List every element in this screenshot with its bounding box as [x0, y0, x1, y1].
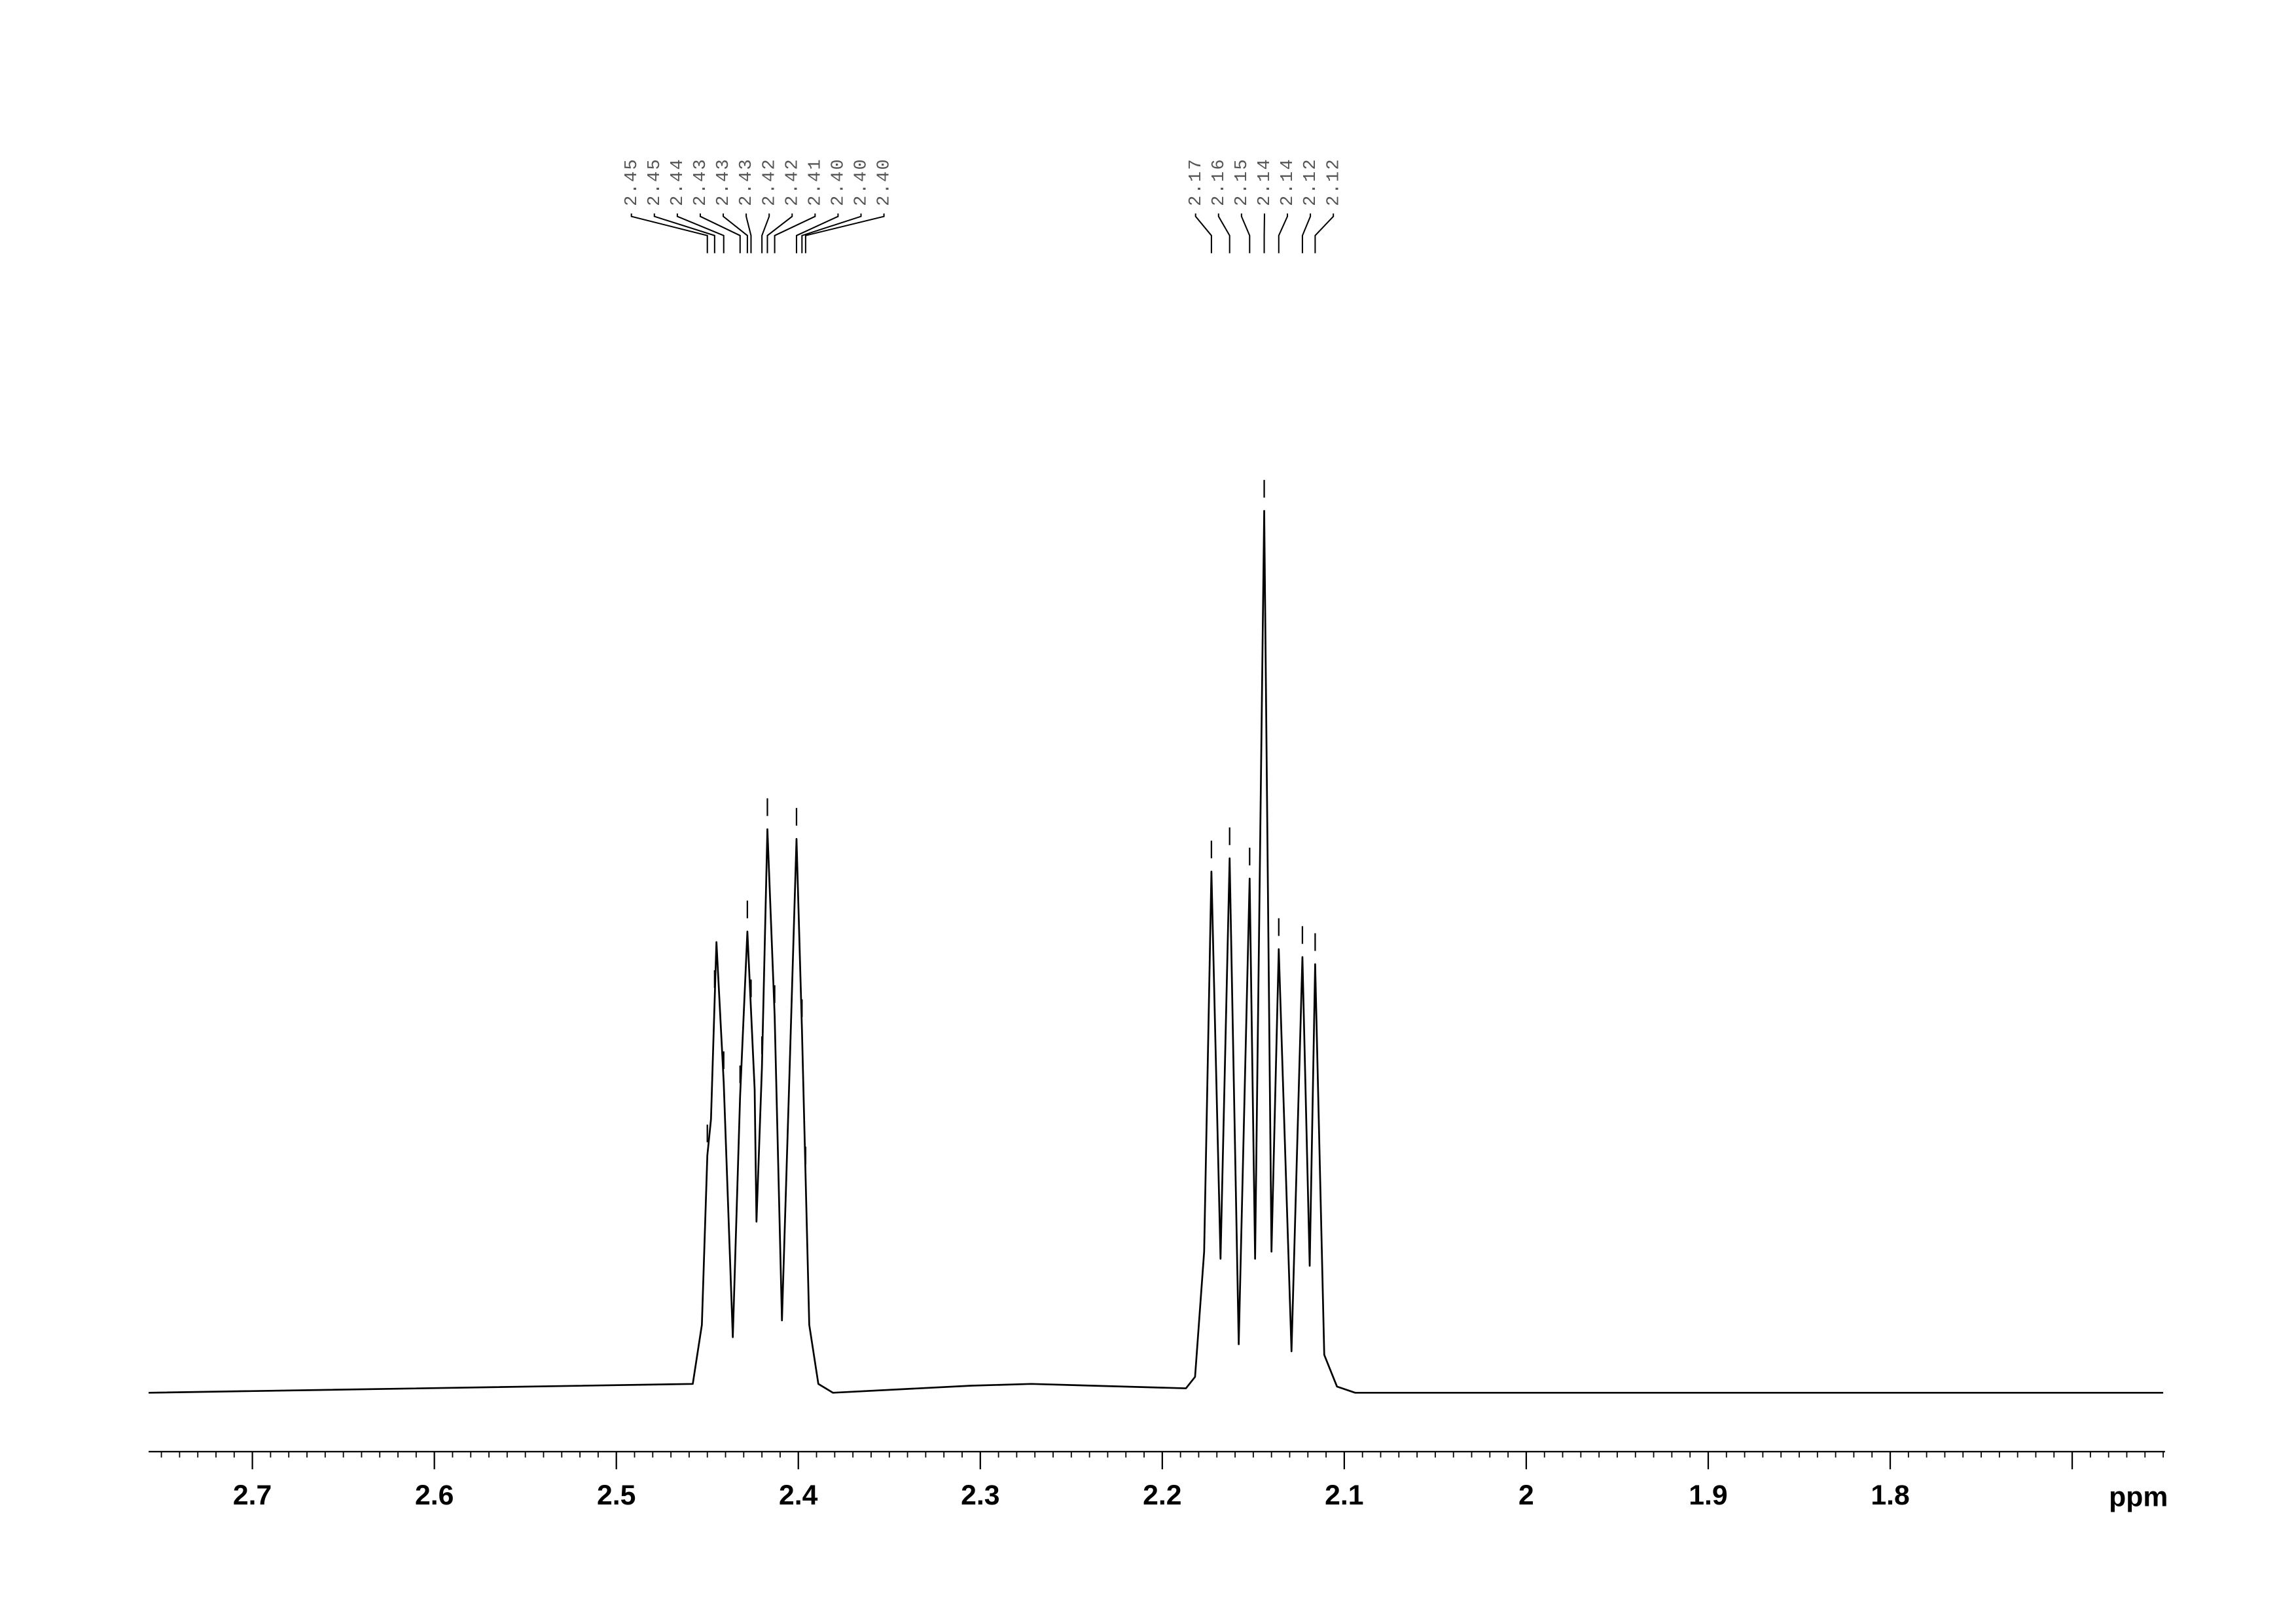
x-tick-label: 2.7 [233, 1480, 272, 1511]
peak-label: 2.44 [668, 158, 688, 206]
x-axis-label: ppm [2109, 1481, 2168, 1512]
peak-label: 2.43 [714, 158, 734, 206]
x-tick-label: 2.4 [779, 1480, 818, 1511]
peak-label: 2.42 [760, 158, 780, 206]
x-tick-label: 2.1 [1325, 1480, 1363, 1511]
peak-connector [766, 213, 793, 253]
peak-connector [804, 213, 885, 253]
peak-label: 2.17 [1187, 158, 1206, 206]
peak-connector [630, 213, 708, 253]
x-tick-label: 1.8 [1871, 1480, 1909, 1511]
peak-label: 2.14 [1255, 158, 1275, 206]
peak-label: 2.15 [1232, 158, 1252, 206]
peak-connector [1194, 213, 1212, 253]
peak-label: 2.43 [691, 158, 711, 206]
peak-label: 2.43 [737, 158, 757, 206]
peak-connector [745, 213, 752, 253]
peak-connector [699, 213, 741, 253]
peak-label: 2.12 [1301, 158, 1321, 206]
spectrum-line [149, 509, 2164, 1394]
x-tick-label: 1.9 [1689, 1480, 1727, 1511]
x-tick-label: 2.2 [1143, 1480, 1181, 1511]
peak-connector [676, 213, 725, 253]
peak-connector [774, 213, 816, 253]
x-tick-label: 2.6 [415, 1480, 454, 1511]
peak-connector [801, 213, 862, 253]
peak-connector [1240, 213, 1251, 253]
peak-connector [1217, 213, 1230, 253]
peak-label: 2.14 [1278, 158, 1298, 206]
peak-connector [653, 213, 715, 253]
peak-label: 2.12 [1324, 158, 1344, 206]
peak-connector [1278, 213, 1289, 253]
x-tick-label: 2.3 [961, 1480, 999, 1511]
peak-connector [795, 213, 839, 253]
x-tick-label: 2 [1518, 1480, 1534, 1511]
peak-label: 2.40 [829, 158, 849, 206]
peak-label: 2.40 [875, 158, 895, 206]
peak-label: 2.42 [783, 158, 802, 206]
peak-connector [1301, 213, 1312, 253]
peak-label: 2.45 [645, 158, 665, 206]
peak-connector [761, 213, 770, 253]
peak-connector [723, 213, 748, 253]
peak-label: 2.40 [852, 158, 872, 206]
peak-label: 2.45 [622, 158, 642, 206]
peak-label: 2.16 [1210, 158, 1229, 206]
peak-label: 2.41 [806, 158, 825, 206]
peak-connector [1314, 213, 1335, 253]
x-tick-label: 2.5 [597, 1480, 636, 1511]
